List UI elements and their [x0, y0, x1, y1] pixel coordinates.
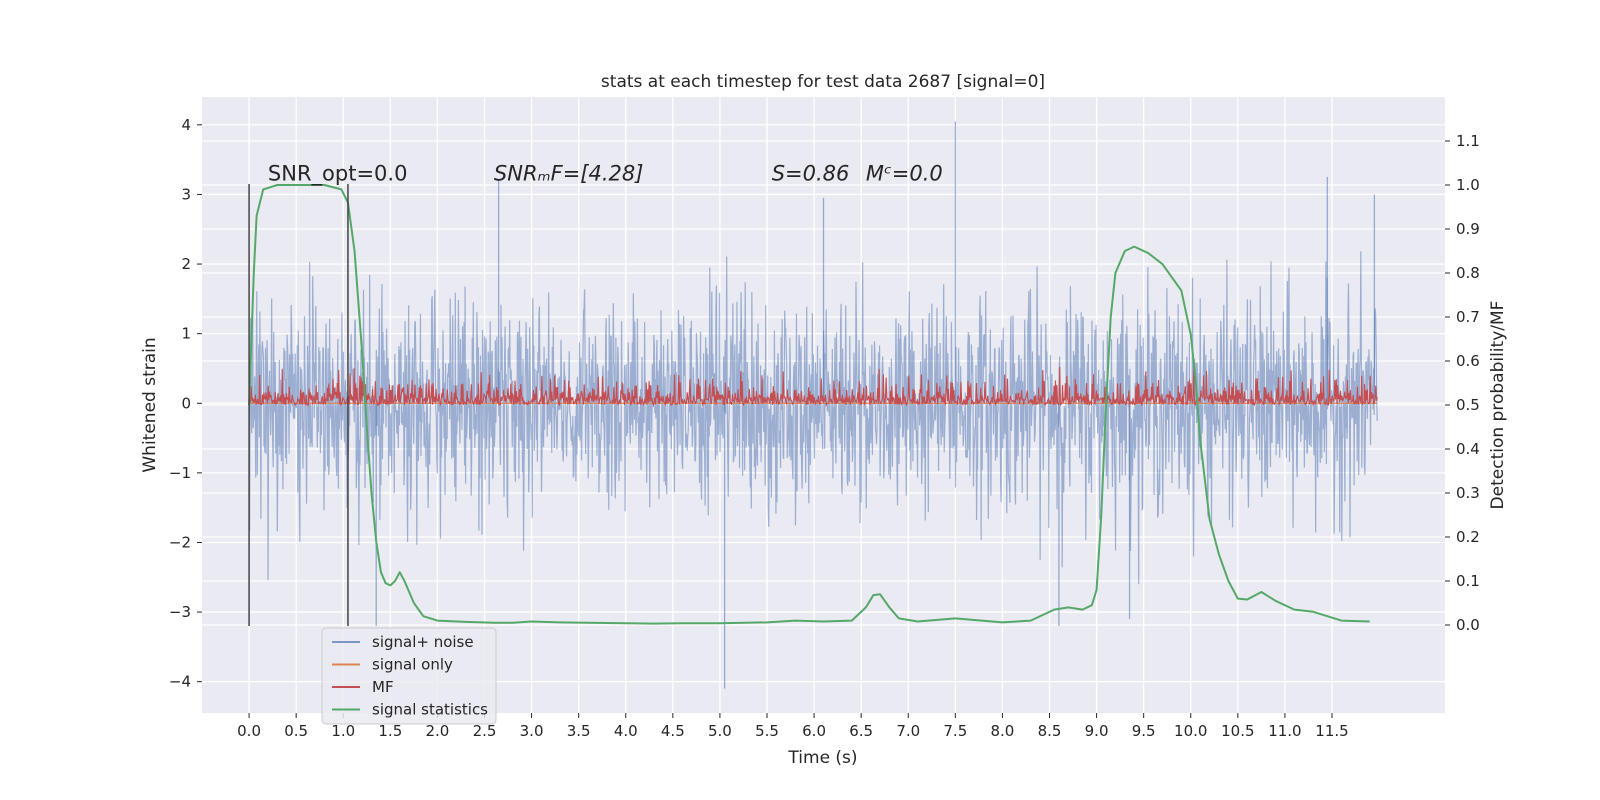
- x-tick-label: 3.5: [567, 722, 591, 740]
- x-tick-label: 2.5: [473, 722, 497, 740]
- annotation-text: SNRₘF=[4.28]: [494, 162, 644, 186]
- annotations: SNR_opt=0.0 SNRₘF=[4.28] S=0.86 Mᶜ=0.0: [268, 162, 943, 187]
- series-mf: [248, 365, 1378, 408]
- x-tick-label: 3.0: [520, 722, 544, 740]
- legend-entry: MF: [372, 678, 394, 696]
- x-tick-label: 0.0: [237, 722, 261, 740]
- x-tick-label: 5.5: [755, 722, 779, 740]
- y-tick-label-left: 0: [181, 394, 191, 412]
- x-tick-label: 1.5: [378, 722, 402, 740]
- y-tick-label-right: 1.0: [1456, 176, 1480, 194]
- legend-box: [321, 627, 497, 725]
- x-tick-label: 10.5: [1221, 722, 1254, 740]
- y-tick-label-left: 3: [181, 185, 191, 203]
- legend-entry: signal+ noise: [372, 633, 474, 651]
- x-tick-label: 6.5: [849, 722, 873, 740]
- y-tick-label-right: 1.1: [1456, 132, 1480, 150]
- x-tick-label: 11.0: [1268, 722, 1301, 740]
- y-tick-label-right: 0.0: [1456, 616, 1480, 634]
- annotation-text: S=0.86: [772, 162, 850, 186]
- chart-title: stats at each timestep for test data 268…: [601, 72, 1045, 92]
- x-tick-label: 2.0: [425, 722, 449, 740]
- y-axis-label-right: Detection probability/MF: [1488, 301, 1508, 510]
- y-tick-label-right: 0.7: [1456, 308, 1480, 326]
- tick-labels: 0.0 0.5 1.0 1.5 2.0 2.5 3.0 3.5 4.0 4.5 5.0 5.5 6.0 6…: [169, 116, 1480, 740]
- x-tick-label: 1.0: [331, 722, 355, 740]
- x-tick-label: 9.0: [1085, 722, 1109, 740]
- y-tick-label-right: 0.2: [1456, 528, 1480, 546]
- y-tick-label-right: 0.4: [1456, 440, 1480, 458]
- x-tick-label: 4.0: [614, 722, 638, 740]
- x-tick-label: 0.5: [284, 722, 308, 740]
- x-tick-label: 7.5: [943, 722, 967, 740]
- y-tick-label-left: 1: [181, 325, 191, 343]
- x-tick-label: 9.5: [1132, 722, 1156, 740]
- x-tick-label: 8.5: [1038, 722, 1062, 740]
- y-tick-label-right: 0.9: [1456, 220, 1480, 238]
- y-tick-label-right: 0.6: [1456, 352, 1480, 370]
- legend-entry: signal statistics: [372, 701, 488, 719]
- legend: signal+ noise signal only MF signal statist…: [321, 627, 497, 725]
- data-layer: [248, 121, 1378, 689]
- legend-entry: signal only: [372, 656, 453, 674]
- x-tick-label: 7.0: [896, 722, 920, 740]
- y-tick-label-left: −1: [169, 464, 191, 482]
- y-tick-label-right: 0.5: [1456, 396, 1480, 414]
- series-signal-noise: [248, 251, 1378, 585]
- y-tick-label-right: 0.1: [1456, 572, 1480, 590]
- y-tick-label-left: −4: [169, 673, 191, 691]
- y-tick-label-right: 0.3: [1456, 484, 1480, 502]
- y-tick-label-left: −3: [169, 603, 191, 621]
- y-tick-label-left: 2: [181, 255, 191, 273]
- x-tick-label: 8.0: [990, 722, 1014, 740]
- x-tick-label: 6.0: [802, 722, 826, 740]
- y-axis-label-left: Whitened strain: [140, 337, 160, 472]
- x-tick-label: 11.5: [1315, 722, 1348, 740]
- x-tick-label: 5.0: [708, 722, 732, 740]
- x-tick-label: 10.0: [1174, 722, 1207, 740]
- y-tick-label-right: 0.8: [1456, 264, 1480, 282]
- y-tick-label-left: −2: [169, 533, 191, 551]
- vertical-markers: [248, 184, 349, 626]
- series-signal-statistics: [248, 184, 1370, 625]
- x-tick-label: 4.5: [661, 722, 685, 740]
- x-axis-label: Time (s): [787, 748, 857, 768]
- y-tick-label-left: 4: [181, 116, 191, 134]
- annotation-text: Mᶜ=0.0: [866, 162, 943, 186]
- annotation-text: SNR_opt=0.0: [268, 162, 408, 187]
